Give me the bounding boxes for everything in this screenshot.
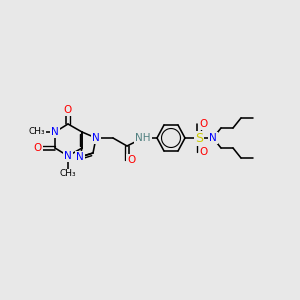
Text: N: N [76,152,84,162]
Text: N: N [64,151,72,161]
Text: NH: NH [135,133,151,143]
Text: O: O [200,119,208,129]
Text: O: O [127,155,135,165]
Text: N: N [92,133,100,143]
Text: S: S [195,131,203,145]
Text: O: O [64,105,72,115]
Text: CH₃: CH₃ [29,128,45,136]
Text: N: N [51,127,59,137]
Text: CH₃: CH₃ [60,169,76,178]
Text: N: N [209,133,217,143]
Text: O: O [200,147,208,157]
Text: O: O [34,143,42,153]
